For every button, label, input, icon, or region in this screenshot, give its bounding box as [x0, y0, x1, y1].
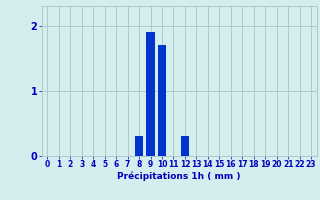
Bar	[180, 136, 189, 156]
X-axis label: Précipitations 1h ( mm ): Précipitations 1h ( mm )	[117, 172, 241, 181]
Bar	[146, 32, 155, 156]
Bar	[135, 136, 143, 156]
Bar	[158, 45, 166, 156]
